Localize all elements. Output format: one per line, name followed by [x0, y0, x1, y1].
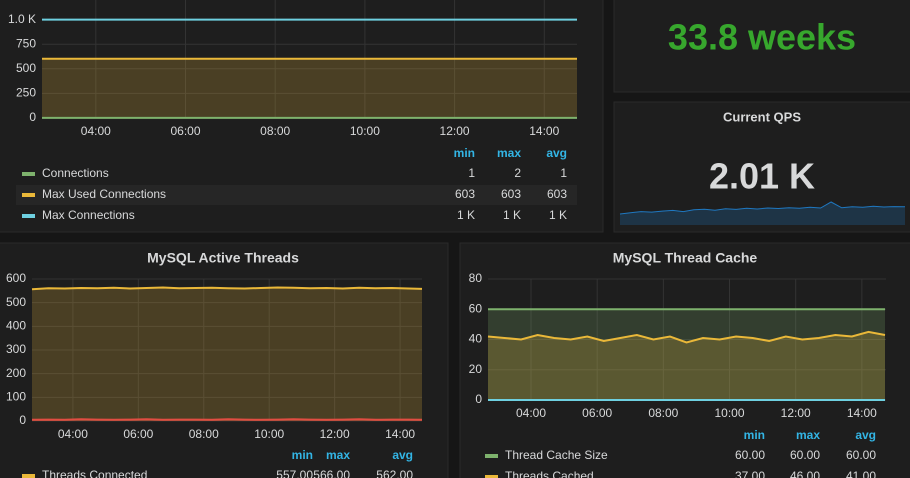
series-line	[31, 418, 423, 421]
legend-value: 603	[455, 187, 475, 201]
legend-value: 46.00	[790, 469, 820, 478]
x-tick-label: 12:00	[781, 406, 811, 420]
area-fill	[488, 331, 886, 400]
panel	[613, 101, 910, 233]
legend-label: Max Connections	[42, 208, 135, 222]
legend-value: 1 K	[457, 208, 475, 222]
y-tick-label: 0	[475, 392, 482, 406]
legend-value: 1 K	[503, 208, 521, 222]
y-tick-label: 500	[16, 61, 36, 75]
stat-value: 33.8 weeks	[668, 17, 856, 58]
legend-value: 603	[547, 187, 567, 201]
panel	[0, 242, 449, 478]
legend-value: 562.00	[376, 468, 413, 478]
legend-value: 37.00	[735, 469, 765, 478]
legend-label: Threads Cached	[505, 469, 594, 478]
legend-value: 566.00	[313, 468, 350, 478]
y-tick-label: 0	[29, 110, 36, 124]
legend-value: 60.00	[790, 448, 820, 462]
x-tick-label: 08:00	[189, 427, 219, 441]
x-tick-label: 10:00	[350, 124, 380, 138]
legend-header: min	[292, 448, 313, 462]
area-fill	[32, 287, 422, 421]
legend-swatch	[22, 474, 35, 478]
panel	[613, 0, 910, 93]
x-tick-label: 10:00	[254, 427, 284, 441]
y-tick-label: 400	[6, 319, 26, 333]
legend-swatch	[485, 475, 498, 478]
x-tick-label: 08:00	[260, 124, 290, 138]
y-tick-label: 0	[19, 413, 26, 427]
legend-header: max	[796, 428, 820, 442]
legend-header: avg	[546, 146, 567, 160]
legend-value: 60.00	[846, 448, 876, 462]
legend-value: 2	[514, 166, 521, 180]
sparkline	[619, 201, 906, 215]
legend-value: 60.00	[735, 448, 765, 462]
x-tick-label: 06:00	[123, 427, 153, 441]
y-tick-label: 60	[469, 301, 483, 315]
legend-label: Thread Cache Size	[505, 448, 608, 462]
x-tick-label: 04:00	[81, 124, 111, 138]
legend-value: 603	[501, 187, 521, 201]
legend-value: 1 K	[549, 208, 567, 222]
legend-header: min	[454, 146, 475, 160]
panel-title: MySQL Thread Cache	[613, 250, 758, 266]
x-tick-label: 06:00	[170, 124, 200, 138]
y-tick-label: 250	[16, 86, 36, 100]
x-tick-label: 14:00	[847, 406, 877, 420]
area-fill	[42, 58, 577, 118]
stat-value: 2.01 K	[709, 156, 815, 197]
legend-value: 1	[468, 166, 475, 180]
x-tick-label: 06:00	[582, 406, 612, 420]
legend-label: Max Used Connections	[42, 187, 166, 201]
x-tick-label: 08:00	[648, 406, 678, 420]
y-tick-label: 40	[469, 332, 483, 346]
legend-swatch	[22, 193, 35, 197]
legend-label: Connections	[42, 166, 109, 180]
y-tick-label: 100	[6, 390, 26, 404]
series-line	[31, 286, 423, 291]
x-tick-label: 12:00	[440, 124, 470, 138]
legend-header: min	[744, 428, 765, 442]
x-tick-label: 12:00	[320, 427, 350, 441]
y-tick-label: 600	[6, 271, 26, 285]
legend-swatch	[22, 214, 35, 218]
y-tick-label: 500	[6, 295, 26, 309]
y-tick-label: 300	[6, 342, 26, 356]
x-tick-label: 04:00	[516, 406, 546, 420]
panel	[459, 242, 910, 478]
x-tick-label: 14:00	[529, 124, 559, 138]
y-tick-label: 1.3 K	[8, 0, 36, 1]
y-tick-label: 200	[6, 366, 26, 380]
x-tick-label: 10:00	[714, 406, 744, 420]
legend-header: avg	[392, 448, 413, 462]
y-tick-label: 750	[16, 36, 36, 50]
legend-value: 1	[560, 166, 567, 180]
area-fill	[488, 309, 886, 400]
y-tick-label: 20	[469, 362, 483, 376]
x-tick-label: 04:00	[58, 427, 88, 441]
legend-header: avg	[855, 428, 876, 442]
legend-header: max	[326, 448, 350, 462]
legend-swatch	[485, 454, 498, 458]
legend-row-highlight	[16, 185, 577, 205]
legend-swatch	[22, 172, 35, 176]
legend-header: max	[497, 146, 521, 160]
y-tick-label: 1.0 K	[8, 12, 36, 26]
legend-label: Threads Connected	[42, 468, 147, 478]
legend-value: 41.00	[846, 469, 876, 478]
y-tick-label: 80	[469, 271, 483, 285]
series-line	[487, 330, 886, 344]
x-tick-label: 14:00	[385, 427, 415, 441]
sparkline-fill	[620, 202, 905, 225]
legend-value: 557.00	[276, 468, 313, 478]
panel-title: Current QPS	[723, 109, 801, 124]
panel-title: MySQL Active Threads	[147, 250, 299, 266]
